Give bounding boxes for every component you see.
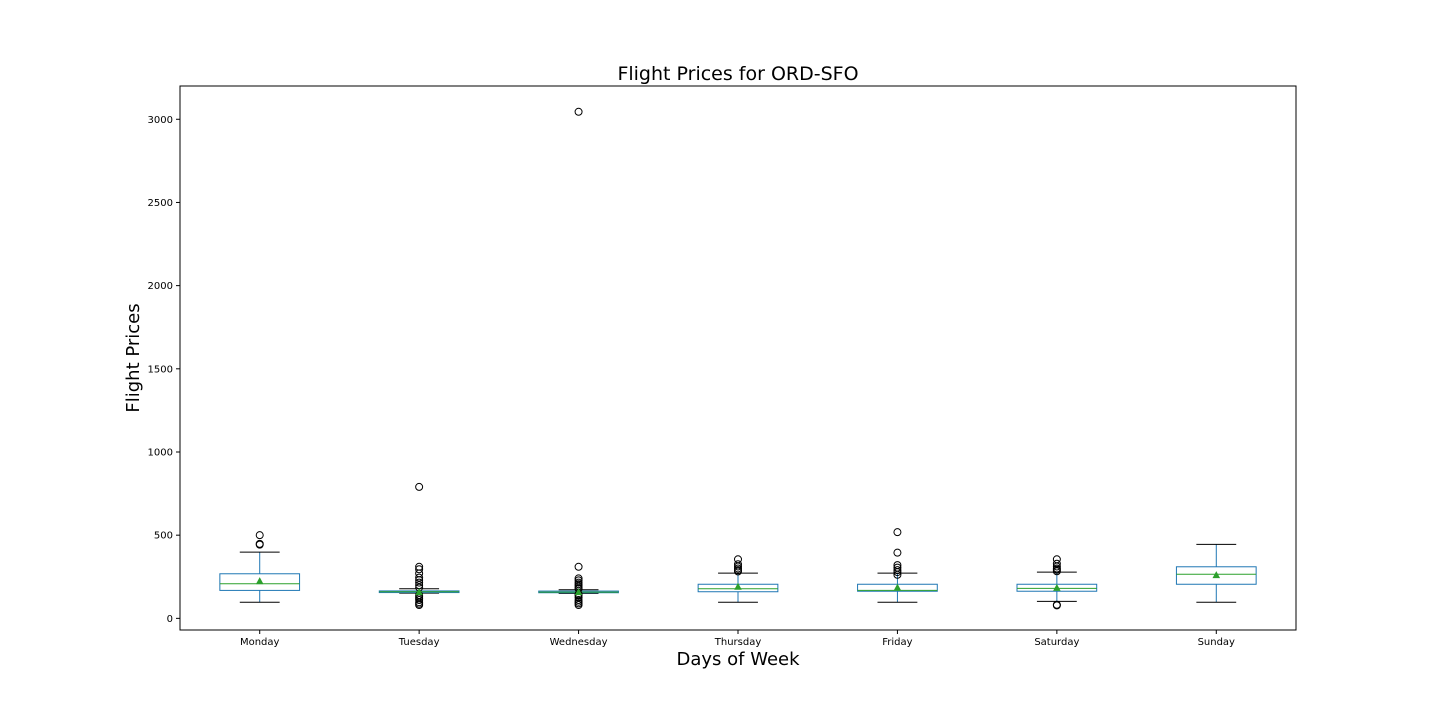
x-tick-label: Friday [882, 637, 912, 648]
iqr-box [1175, 566, 1257, 585]
x-tick-label: Sunday [1198, 637, 1235, 648]
x-tick-label: Saturday [1034, 637, 1079, 648]
outlier-point [1052, 555, 1061, 564]
y-tick-label: 1500 [148, 364, 173, 375]
outlier-point [574, 562, 583, 571]
outlier-point [574, 596, 583, 605]
outlier-point [574, 578, 583, 587]
outlier-point [415, 482, 424, 491]
outlier-point [893, 548, 902, 557]
y-tick-label: 2000 [148, 281, 173, 292]
outlier-point [415, 562, 424, 571]
x-tick-label: Tuesday [398, 637, 440, 648]
iqr-box [219, 573, 301, 591]
mean-marker [255, 577, 264, 585]
mean-marker [415, 588, 423, 596]
y-tick-label: 0 [167, 614, 173, 625]
y-axis-title: Flight Prices [123, 303, 144, 412]
mean-marker [893, 583, 902, 591]
outlier-point [574, 574, 583, 583]
outlier-point [1052, 559, 1061, 568]
y-tick-label: 1000 [148, 447, 173, 458]
x-tick-label: Wednesday [550, 637, 608, 648]
outlier-point [734, 560, 742, 569]
outlier-point [734, 564, 742, 573]
x-tick-label: Monday [240, 637, 280, 648]
outlier-point [893, 561, 902, 570]
outlier-point [1052, 600, 1061, 609]
y-tick-label: 2500 [148, 198, 173, 209]
y-tick-label: 500 [154, 531, 173, 542]
mean-marker [574, 588, 583, 596]
x-tick-label: Thursday [714, 637, 762, 648]
x-axis-title: Days of Week [676, 649, 800, 670]
outlier-point [1052, 564, 1061, 573]
plot-area: 0 500 1000 1500 2000 2500 3000 Monday Tuesday Wed… [148, 85, 1297, 648]
y-tick-label: 3000 [148, 115, 173, 126]
mean-marker [1212, 571, 1221, 579]
outlier-point [415, 578, 424, 587]
plot-frame [179, 85, 1297, 631]
outlier-point [893, 528, 902, 537]
mean-marker [1053, 583, 1061, 591]
outlier-point [893, 563, 902, 572]
outlier-point [255, 539, 264, 548]
outlier-point [734, 555, 742, 564]
outlier-point [893, 566, 902, 575]
outlier-point [574, 576, 583, 585]
outlier-point [415, 573, 424, 582]
outlier-point [574, 107, 583, 116]
chart-title: Flight Prices for ORD-SFO [617, 63, 858, 85]
outlier-point [415, 565, 424, 574]
outlier-point [255, 531, 264, 540]
mean-marker [734, 582, 742, 590]
